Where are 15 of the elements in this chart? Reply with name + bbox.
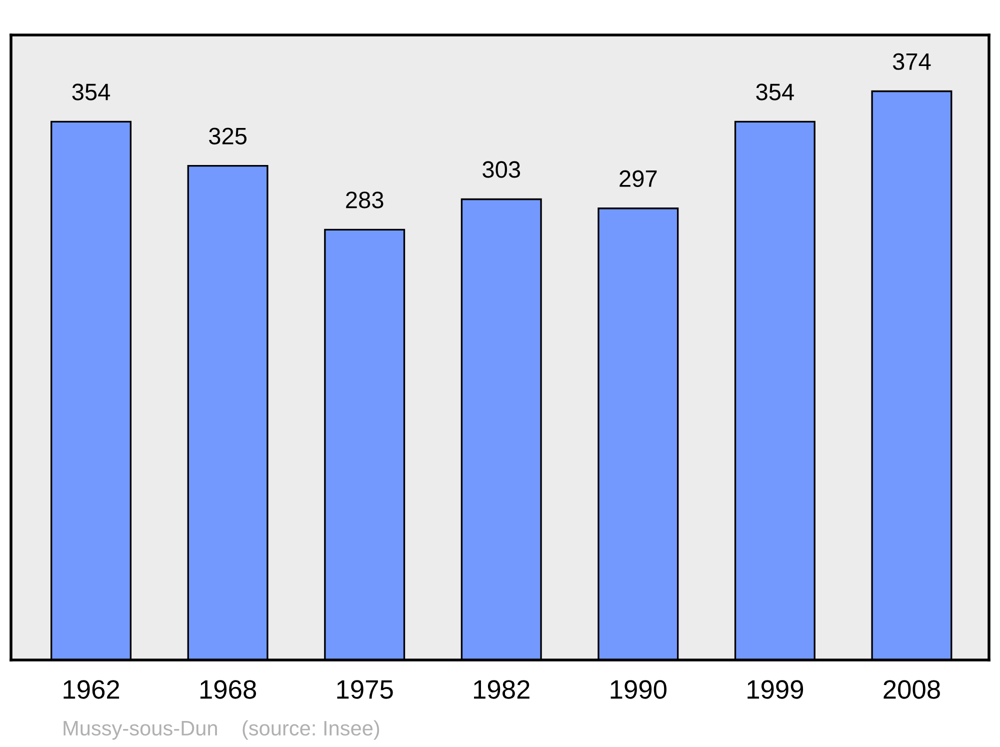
x-tick-label: 1982 [474, 680, 530, 699]
x-tick-label: 1975 [337, 680, 393, 699]
data-label: 325 [209, 128, 247, 144]
x-tick-label: 1962 [64, 680, 120, 699]
x-tick-label: 1968 [200, 680, 256, 699]
data-label: 354 [756, 84, 794, 100]
text: Mussy-sous-Dun (source: Insee) [64, 720, 380, 740]
data-label: 283 [346, 192, 384, 208]
data-label: 374 [892, 53, 931, 70]
data-label: 303 [482, 161, 520, 178]
x-tick-label: 1990 [610, 680, 666, 699]
data-label: 354 [72, 84, 110, 100]
x-tick-label: 1999 [748, 680, 804, 699]
x-tick-label: 2008 [884, 680, 940, 699]
data-label: 297 [620, 170, 657, 188]
